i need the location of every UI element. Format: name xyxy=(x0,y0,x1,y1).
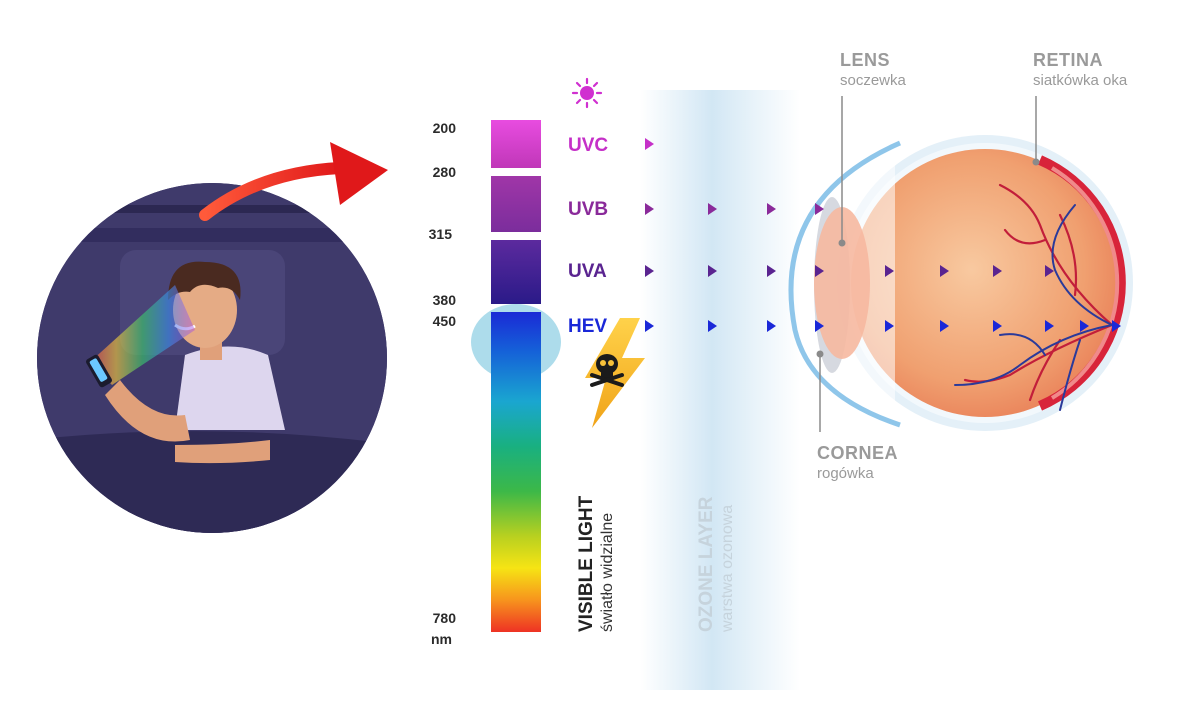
cornea-label: CORNEA rogówka xyxy=(816,350,898,482)
uva-ray-arrow-icon xyxy=(645,265,654,277)
lens-subtitle: soczewka xyxy=(840,72,907,89)
hev-ray-arrow-icon xyxy=(815,320,824,332)
cornea-subtitle: rogówka xyxy=(817,465,874,482)
uvc-segment xyxy=(491,120,541,168)
ozone-layer-subtitle: warstwa ozonowa xyxy=(719,505,736,633)
band-label-uvb: UVB xyxy=(568,199,608,220)
ray-arrows xyxy=(645,138,1121,332)
uvb-ray-arrow-icon xyxy=(708,203,717,215)
hev-ray-arrow-icon xyxy=(1112,320,1121,332)
phone-user-illustration xyxy=(37,183,387,533)
uvc-ray-arrow-icon xyxy=(645,138,654,150)
wavelength-labels: 200 280 315 380 450 780 nm xyxy=(429,120,457,647)
uva-ray-arrow-icon xyxy=(708,265,717,277)
retina-title: RETINA xyxy=(1033,50,1103,70)
hev-ray-arrow-icon xyxy=(885,320,894,332)
uvb-segment xyxy=(491,176,541,232)
hev-ray-arrow-icon xyxy=(993,320,1002,332)
eye-illustration xyxy=(788,135,1133,431)
wavelength-780: 780 xyxy=(433,610,457,626)
uva-ray-arrow-icon xyxy=(940,265,949,277)
hev-ray-arrow-icon xyxy=(708,320,717,332)
uvb-ray-arrow-icon xyxy=(815,203,824,215)
ozone-layer-label: OZONE LAYER warstwa ozonowa xyxy=(696,496,736,633)
band-label-uva: UVA xyxy=(568,261,607,282)
retina-subtitle: siatkówka oka xyxy=(1033,72,1128,89)
hev-ray-arrow-icon xyxy=(1080,320,1089,332)
lens-shape xyxy=(814,207,870,359)
uva-ray-arrow-icon xyxy=(767,265,776,277)
wavelength-450: 450 xyxy=(433,313,457,329)
wavelength-315: 315 xyxy=(429,226,453,242)
wavelength-280: 280 xyxy=(433,164,457,180)
uvb-ray-arrow-icon xyxy=(645,203,654,215)
uva-segment xyxy=(491,240,541,304)
sun-icon xyxy=(571,77,603,109)
visible-light-label: VISIBLE LIGHT światło widzialne xyxy=(576,495,616,632)
retina-label: RETINA siatkówka oka xyxy=(1032,50,1128,166)
spectrum-bar xyxy=(471,120,561,632)
hev-ray-arrow-icon xyxy=(645,320,654,332)
ozone-layer-band xyxy=(640,90,800,690)
visible-segment xyxy=(491,312,541,632)
uva-ray-arrow-icon xyxy=(885,265,894,277)
lens-title: LENS xyxy=(840,50,890,70)
hev-ray-arrow-icon xyxy=(767,320,776,332)
wavelength-380: 380 xyxy=(433,292,457,308)
visible-light-subtitle: światło widzialne xyxy=(599,513,616,632)
cornea-title: CORNEA xyxy=(817,443,898,463)
uva-ray-arrow-icon xyxy=(1045,265,1054,277)
uva-ray-arrow-icon xyxy=(815,265,824,277)
band-label-hev: HEV xyxy=(568,316,607,337)
hev-ray-arrow-icon xyxy=(1045,320,1054,332)
band-label-uvc: UVC xyxy=(568,135,608,156)
cornea-shape xyxy=(788,140,902,428)
curved-arrow-icon xyxy=(199,142,388,221)
skull-lightning-icon xyxy=(585,318,645,428)
uvb-ray-arrow-icon xyxy=(767,203,776,215)
hev-ray-arrow-icon xyxy=(940,320,949,332)
wavelength-200: 200 xyxy=(433,120,457,136)
wavelength-unit: nm xyxy=(431,631,452,647)
lens-label: LENS soczewka xyxy=(838,50,907,247)
uva-ray-arrow-icon xyxy=(993,265,1002,277)
ozone-layer-title: OZONE LAYER xyxy=(696,496,717,632)
visible-light-title: VISIBLE LIGHT xyxy=(576,495,597,632)
